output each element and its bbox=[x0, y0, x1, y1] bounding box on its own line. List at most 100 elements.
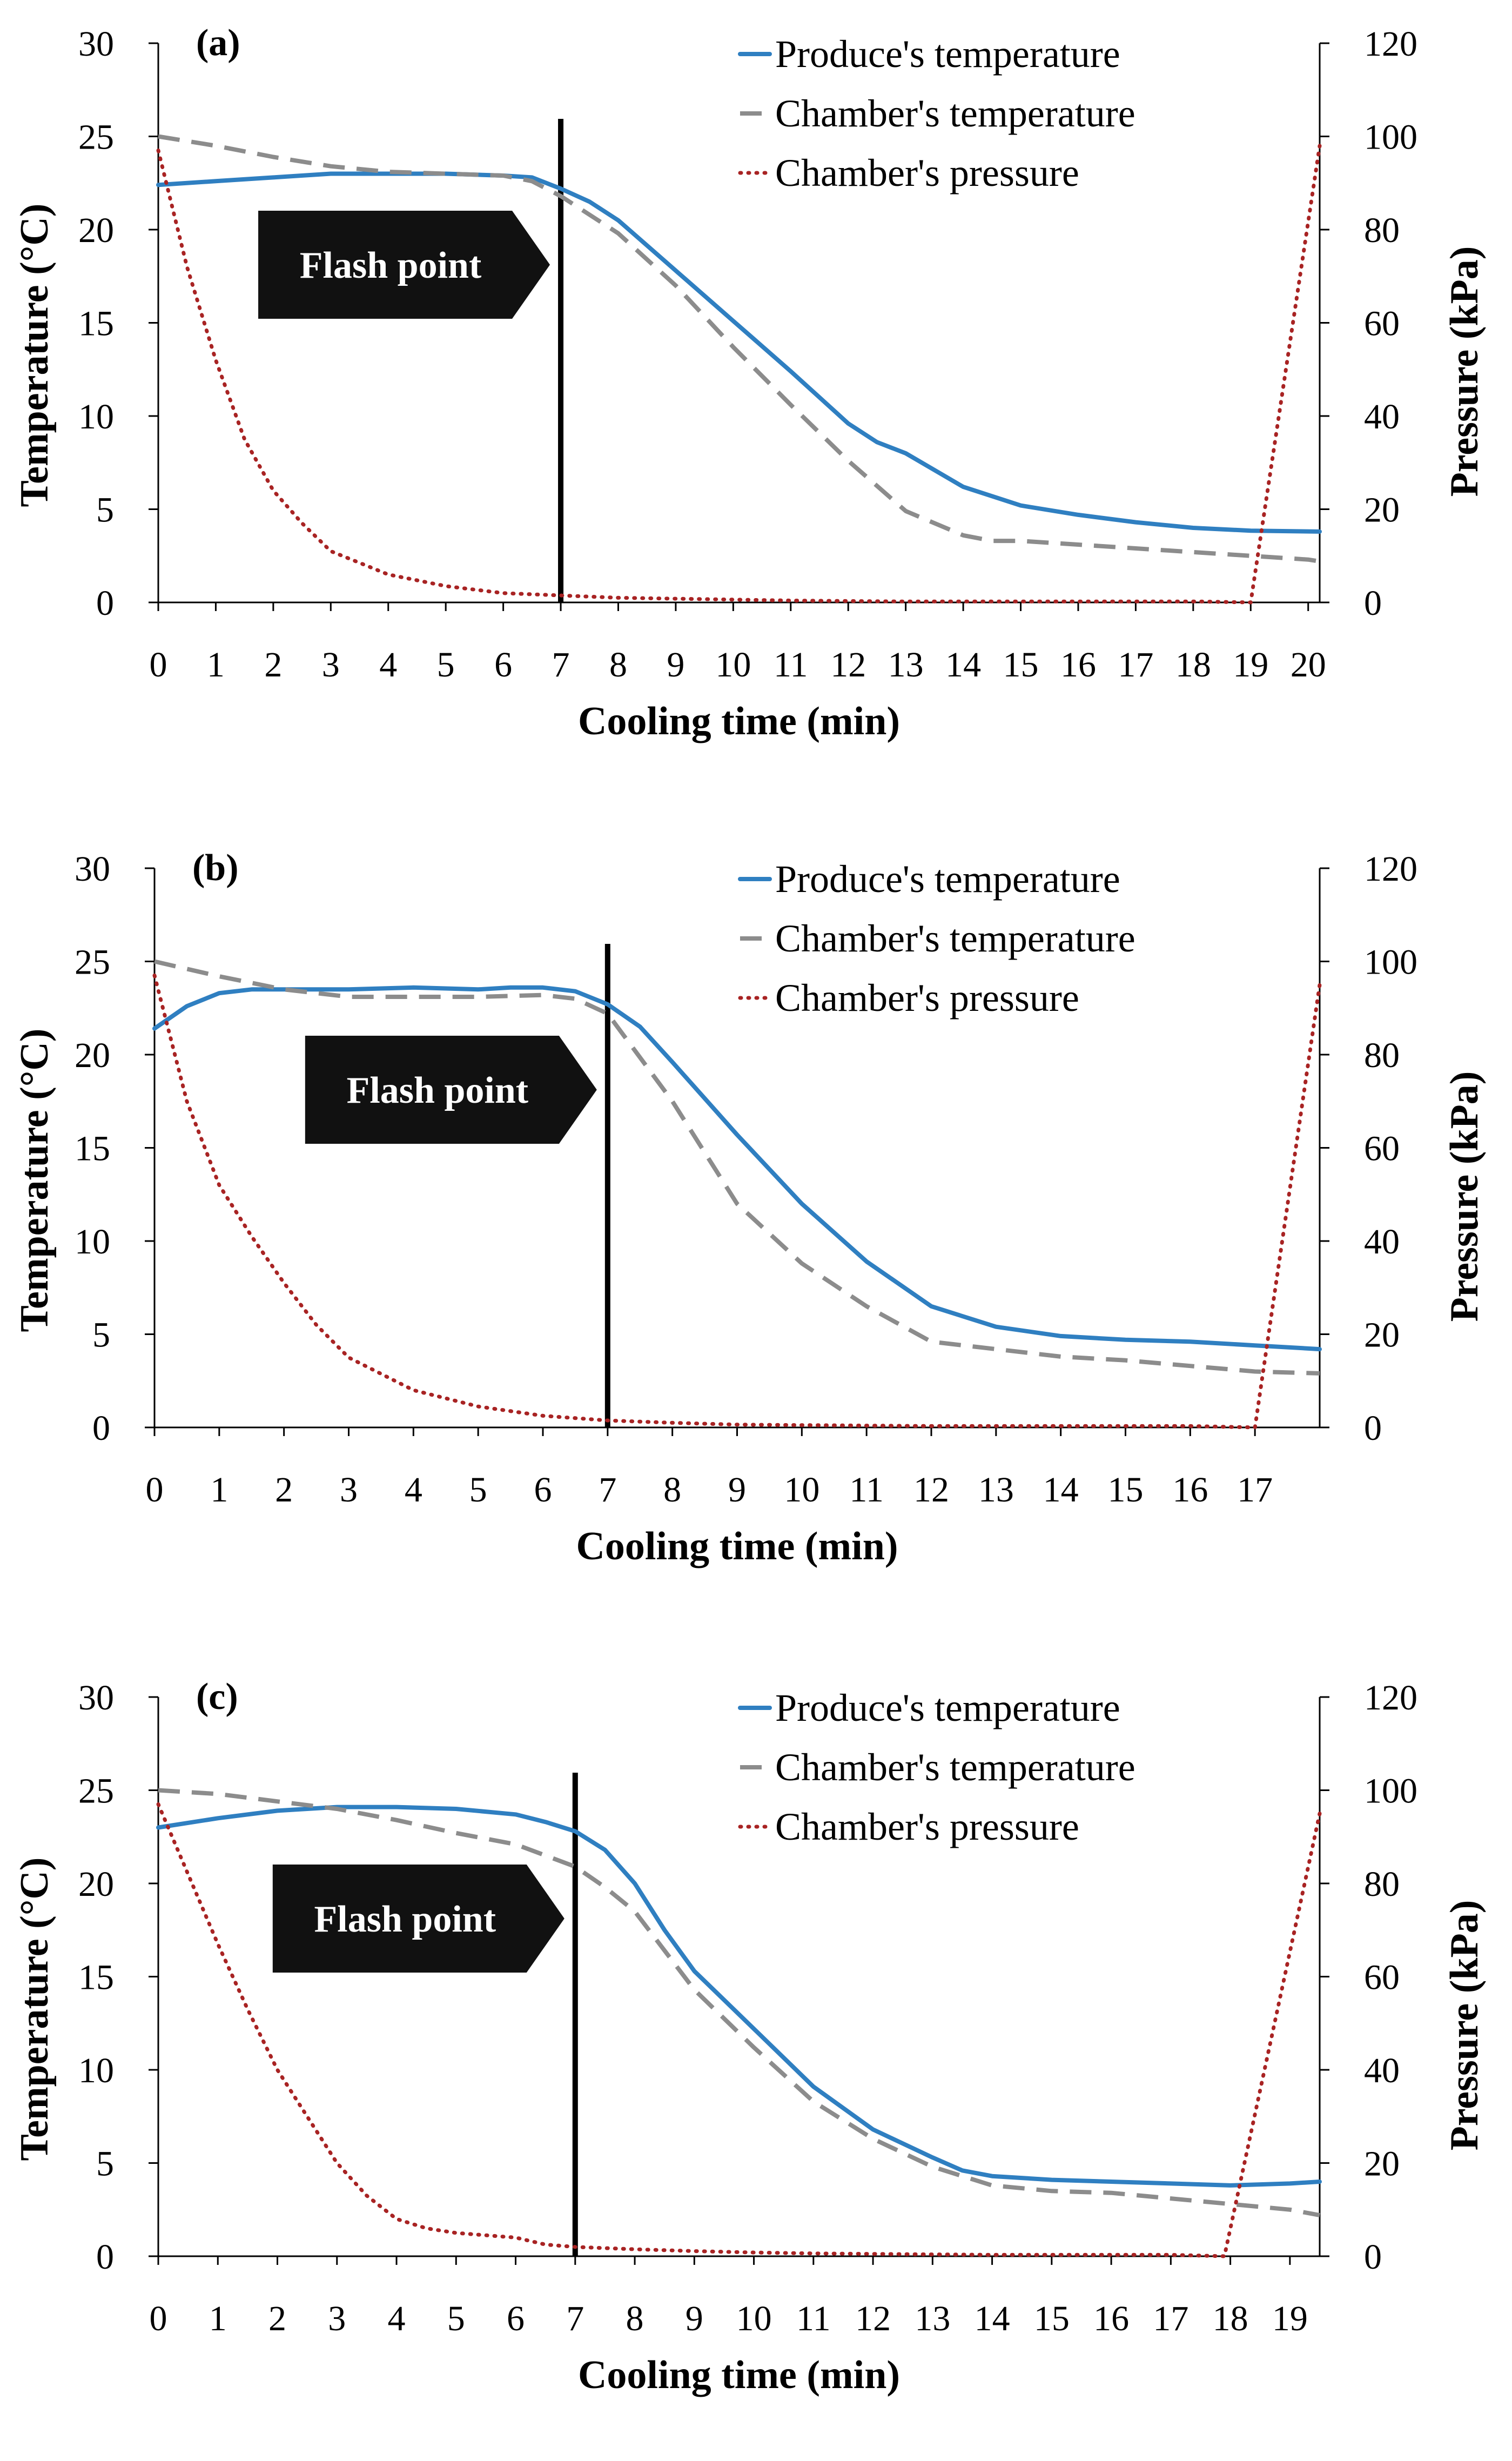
y2-tick-label: 20 bbox=[1364, 1316, 1400, 1355]
y-tick-label: 20 bbox=[75, 1036, 110, 1075]
y-tick-label: 0 bbox=[96, 2237, 114, 2277]
y-tick-label: 30 bbox=[78, 1678, 114, 1718]
x-tick-label: 3 bbox=[340, 1470, 358, 1510]
x-tick-label: 5 bbox=[447, 2299, 465, 2338]
chart-panel-c: 0 1 2 3 4 5 6 7 8 9 10 11 12 13 14 15 16 17 18 190510152025… bbox=[12, 1676, 1487, 2397]
x-tick-label: 8 bbox=[609, 645, 627, 685]
x-tick-label: 13 bbox=[888, 645, 924, 685]
y2-tick-label: 120 bbox=[1364, 24, 1417, 64]
y2-tick-label: 20 bbox=[1364, 2144, 1400, 2184]
y-tick-label: 0 bbox=[96, 584, 114, 623]
series-line-chamber-pressure bbox=[152, 973, 1322, 1430]
x-tick-label: 6 bbox=[494, 645, 512, 685]
y-tick-label: 15 bbox=[75, 1129, 110, 1169]
x-tick-label: 5 bbox=[437, 645, 455, 685]
x-tick-label: 4 bbox=[405, 1470, 422, 1510]
y-tick-label: 10 bbox=[75, 1222, 110, 1262]
y-tick-label: 10 bbox=[78, 2051, 114, 2090]
x-tick-label: 2 bbox=[275, 1470, 293, 1510]
x-tick-label: 13 bbox=[915, 2299, 950, 2338]
y2-tick-label: 100 bbox=[1364, 1772, 1417, 1811]
y-axis-title: Temperature (°C) bbox=[12, 204, 57, 507]
x-tick-label: 6 bbox=[507, 2299, 525, 2338]
y-axis-title: Temperature (°C) bbox=[12, 1858, 57, 2161]
legend-label: Chamber's pressure bbox=[775, 1805, 1079, 1848]
series-line-chamber-pressure bbox=[156, 1802, 1322, 2258]
y-tick-label: 15 bbox=[78, 304, 114, 344]
x-tick-label: 6 bbox=[534, 1470, 552, 1510]
x-tick-label: 19 bbox=[1233, 645, 1268, 685]
x-tick-label: 12 bbox=[830, 645, 866, 685]
x-tick-label: 12 bbox=[913, 1470, 949, 1510]
x-axis-title: Cooling time (min) bbox=[576, 1524, 898, 1568]
y2-tick-label: 0 bbox=[1364, 584, 1382, 623]
y-tick-label: 0 bbox=[92, 1409, 110, 1448]
x-tick-label: 1 bbox=[207, 645, 225, 685]
x-tick-label: 7 bbox=[599, 1470, 616, 1510]
x-tick-label: 7 bbox=[566, 2299, 584, 2338]
legend-label: Chamber's temperature bbox=[775, 1746, 1135, 1789]
y2-tick-label: 120 bbox=[1364, 849, 1417, 889]
y-tick-label: 25 bbox=[78, 1772, 114, 1811]
x-tick-label: 12 bbox=[855, 2299, 891, 2338]
y2-tick-label: 60 bbox=[1364, 1958, 1400, 1997]
x-tick-label: 9 bbox=[686, 2299, 703, 2338]
x-tick-label: 0 bbox=[150, 645, 167, 685]
y2-tick-label: 100 bbox=[1364, 118, 1417, 157]
y2-tick-label: 80 bbox=[1364, 1865, 1400, 1904]
x-tick-label: 18 bbox=[1213, 2299, 1248, 2338]
y2-tick-label: 100 bbox=[1364, 943, 1417, 982]
legend-label: Chamber's pressure bbox=[775, 151, 1079, 195]
x-tick-label: 17 bbox=[1153, 2299, 1188, 2338]
y-tick-label: 25 bbox=[75, 943, 110, 982]
x-tick-label: 20 bbox=[1291, 645, 1326, 685]
y-tick-label: 15 bbox=[78, 1958, 114, 1997]
legend-label: Produce's temperature bbox=[775, 1686, 1120, 1729]
x-tick-label: 17 bbox=[1237, 1470, 1273, 1510]
y-tick-label: 20 bbox=[78, 1865, 114, 1904]
x-tick-label: 8 bbox=[626, 2299, 644, 2338]
chart-panel-a: 0 1 2 3 4 5 6 7 8 9 10 11 12 13 14 15 16 17 18 19 2005101520… bbox=[12, 22, 1487, 743]
legend-label: Produce's temperature bbox=[775, 32, 1120, 76]
x-tick-label: 11 bbox=[796, 2299, 831, 2338]
x-tick-label: 10 bbox=[784, 1470, 819, 1510]
y2-tick-label: 80 bbox=[1364, 1036, 1400, 1075]
x-tick-label: 1 bbox=[209, 2299, 227, 2338]
x-tick-label: 7 bbox=[552, 645, 570, 685]
x-tick-label: 14 bbox=[945, 645, 981, 685]
x-tick-label: 4 bbox=[379, 645, 397, 685]
legend-label: Chamber's temperature bbox=[775, 92, 1135, 135]
x-tick-label: 8 bbox=[663, 1470, 681, 1510]
x-axis-title: Cooling time (min) bbox=[578, 699, 900, 743]
y-axis-title: Temperature (°C) bbox=[12, 1029, 57, 1332]
x-tick-label: 11 bbox=[849, 1470, 884, 1510]
y2-tick-label: 0 bbox=[1364, 2237, 1382, 2277]
x-tick-label: 2 bbox=[264, 645, 282, 685]
x-tick-label: 16 bbox=[1093, 2299, 1129, 2338]
x-tick-label: 15 bbox=[1034, 2299, 1070, 2338]
y2-tick-label: 80 bbox=[1364, 211, 1400, 250]
flash-point-arrow bbox=[305, 1036, 597, 1144]
legend-label: Produce's temperature bbox=[775, 857, 1120, 901]
x-tick-label: 16 bbox=[1060, 645, 1096, 685]
x-tick-label: 15 bbox=[1003, 645, 1039, 685]
panel-label: (c) bbox=[196, 1676, 238, 1718]
y2-tick-label: 60 bbox=[1364, 304, 1400, 344]
y-tick-label: 5 bbox=[92, 1316, 110, 1355]
chart-panel-b: 0 1 2 3 4 5 6 7 8 9 10 11 12 13 14 15 16 1705101520253002… bbox=[12, 847, 1487, 1568]
x-tick-label: 11 bbox=[774, 645, 808, 685]
y-tick-label: 30 bbox=[75, 849, 110, 889]
x-tick-label: 9 bbox=[728, 1470, 746, 1510]
x-tick-label: 2 bbox=[268, 2299, 286, 2338]
y2-tick-label: 40 bbox=[1364, 1222, 1400, 1262]
series-line-produce-temperature bbox=[156, 1805, 1322, 2188]
flash-point-arrow bbox=[258, 211, 550, 319]
y2-axis-title: Pressure (kPa) bbox=[1442, 246, 1487, 497]
y2-tick-label: 20 bbox=[1364, 491, 1400, 530]
x-tick-label: 13 bbox=[978, 1470, 1014, 1510]
y2-axis-title: Pressure (kPa) bbox=[1442, 1900, 1487, 2151]
y-tick-label: 5 bbox=[96, 491, 114, 530]
x-tick-label: 19 bbox=[1272, 2299, 1308, 2338]
x-tick-label: 4 bbox=[388, 2299, 406, 2338]
